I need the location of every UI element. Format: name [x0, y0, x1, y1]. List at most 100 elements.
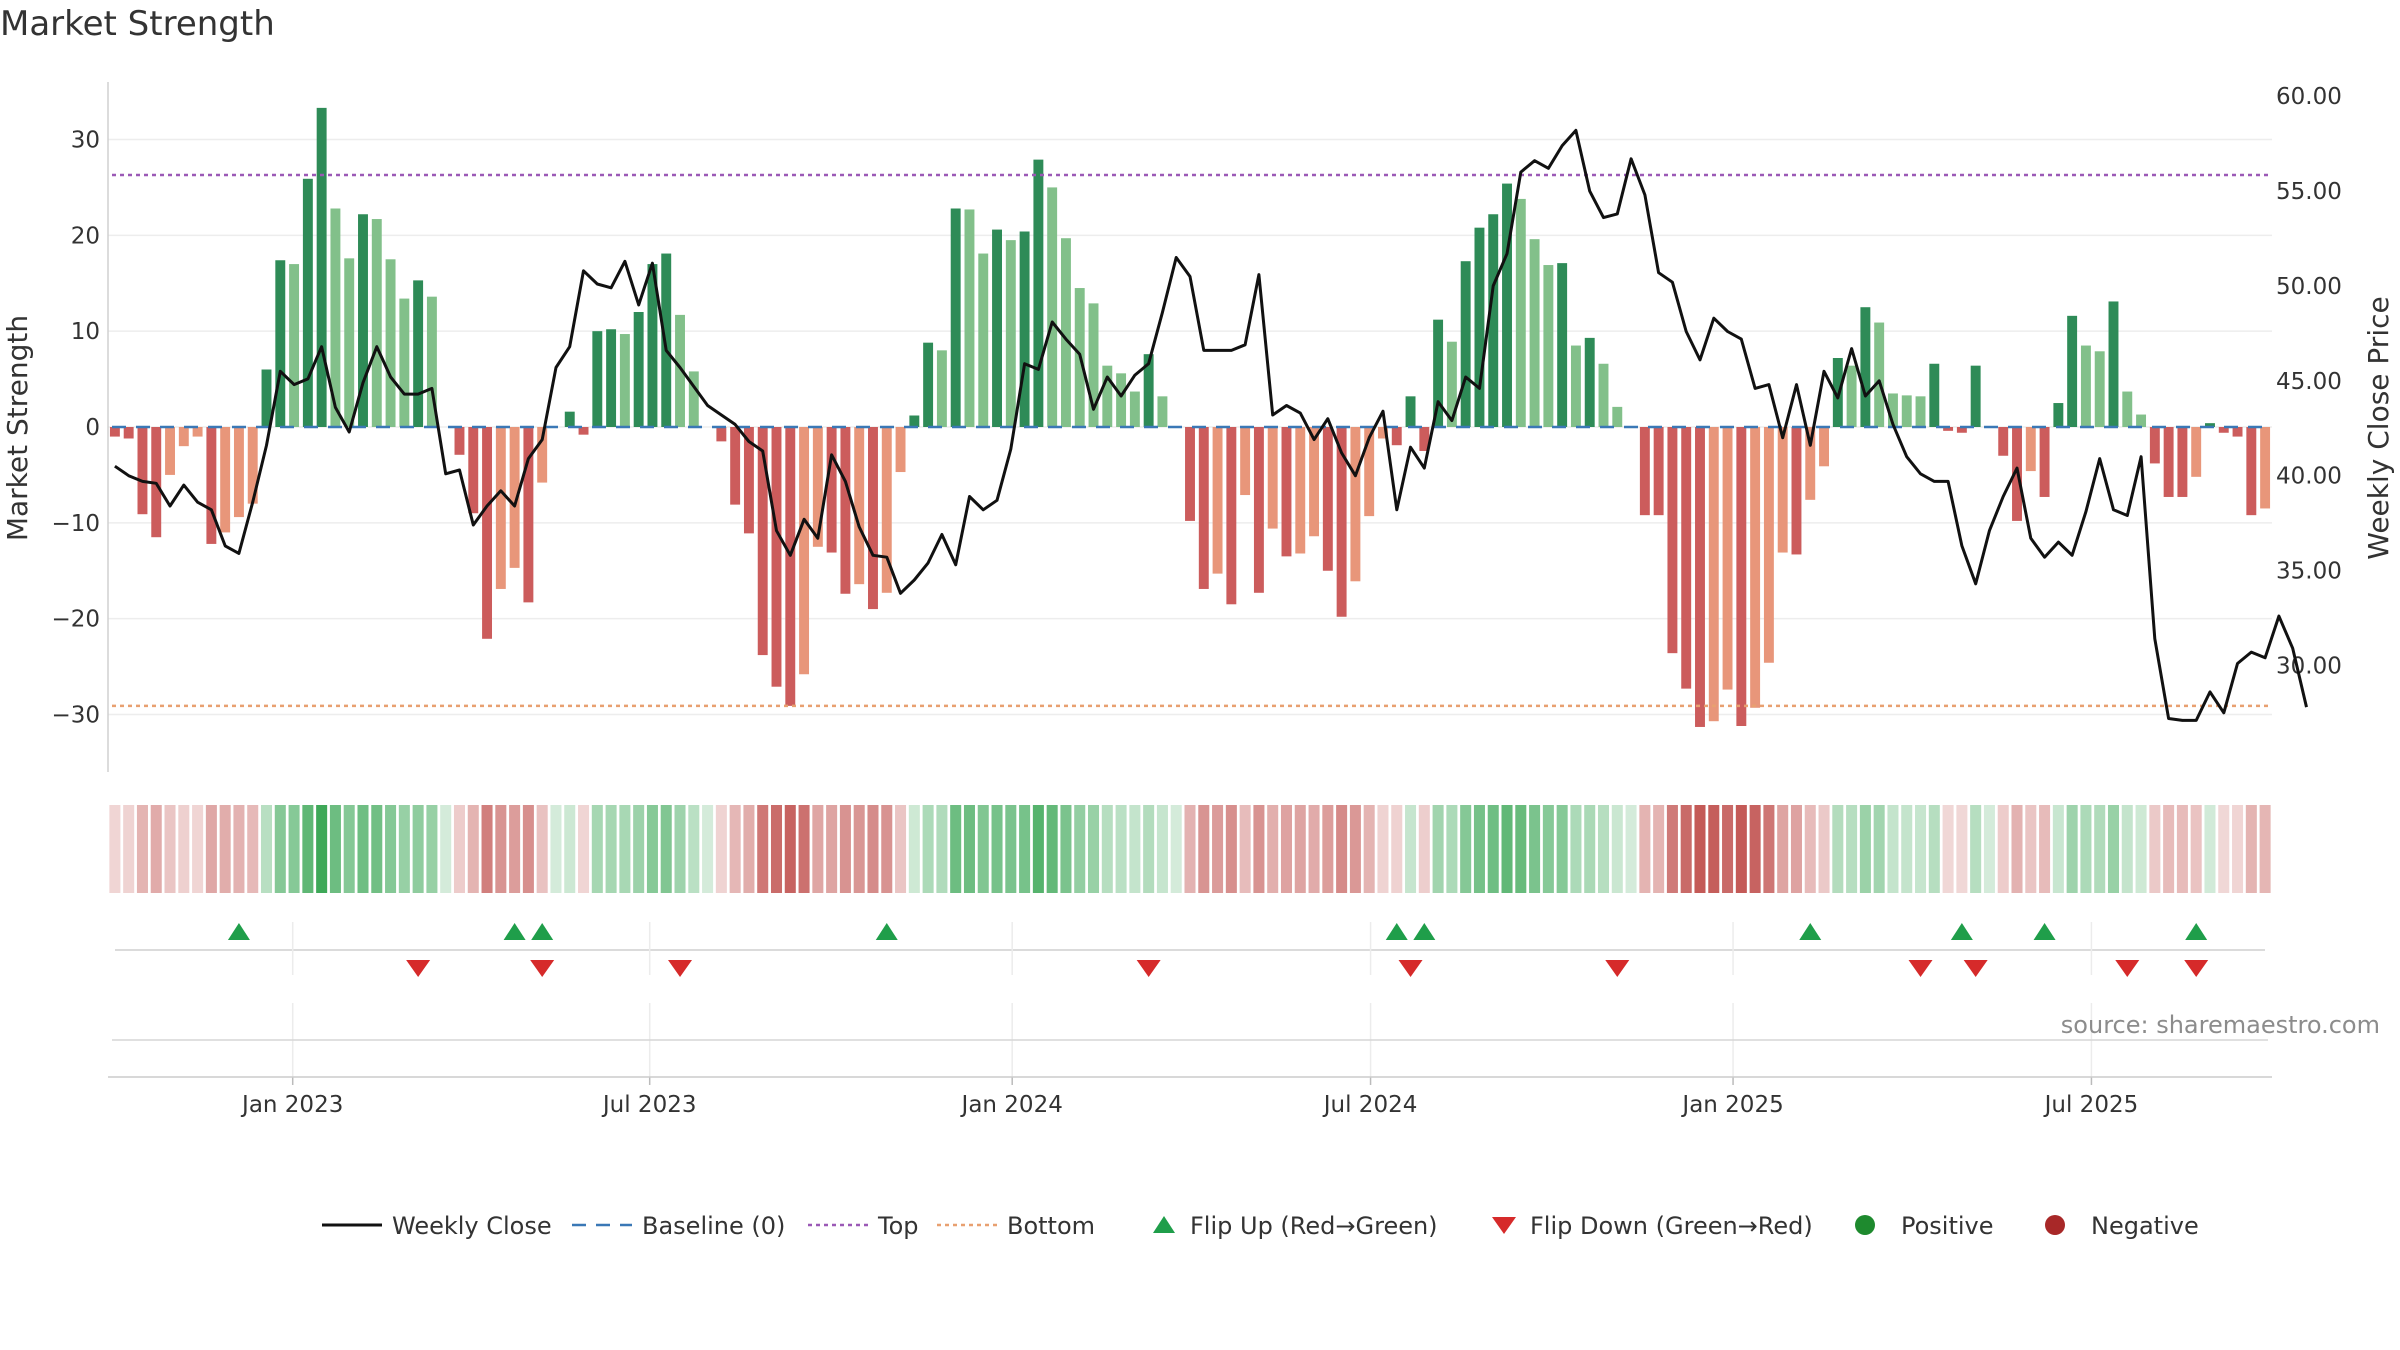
flip-up-marker [503, 923, 526, 940]
heat-cell [991, 805, 1003, 893]
heat-cell [1184, 805, 1196, 893]
heat-cell [977, 805, 989, 893]
flip-down-marker [2115, 960, 2140, 977]
heat-cell [1997, 805, 2009, 893]
heat-cell [1060, 805, 1072, 893]
heat-cell [1156, 805, 1168, 893]
heat-cell [702, 805, 714, 893]
heat-cell [1487, 805, 1499, 893]
strength-bar [2232, 427, 2243, 437]
strength-bar [1433, 319, 1444, 427]
strength-bar [1446, 341, 1457, 427]
strength-bar [1364, 427, 1375, 517]
heat-cell [2039, 805, 2051, 893]
strength-bar [1281, 427, 1292, 557]
heat-cell [1074, 805, 1086, 893]
heat-cell [357, 805, 369, 893]
strength-bar [633, 312, 644, 427]
strength-bar [812, 427, 823, 547]
heat-cell [1019, 805, 1031, 893]
strength-bar [1819, 427, 1830, 467]
strength-bar [1350, 427, 1361, 582]
strength-bar [385, 259, 396, 427]
strength-bar [220, 427, 231, 533]
strength-bar [2122, 391, 2133, 427]
flip-down-marker [1398, 960, 1423, 977]
chart-title: Market Strength [0, 4, 275, 44]
strength-bar [2094, 351, 2105, 427]
strength-bar [1763, 427, 1774, 663]
strength-bar [2053, 403, 2064, 427]
heat-cell [1584, 805, 1596, 893]
strength-bar [785, 427, 796, 706]
strength-bar [1157, 396, 1168, 427]
strength-bar [1653, 427, 1664, 516]
strength-bar [950, 208, 961, 427]
heat-cell [1942, 805, 1954, 893]
heat-cell [1322, 805, 1334, 893]
flip-up-marker [1950, 923, 1973, 940]
flip-up-marker [227, 923, 250, 940]
heat-cell [798, 805, 810, 893]
heat-cell [2011, 805, 2023, 893]
strength-bar [206, 427, 217, 544]
legend-swatch-flip-up [1153, 1216, 1175, 1233]
strength-bar [619, 334, 630, 427]
heat-cell [2066, 805, 2078, 893]
heat-cell [1970, 805, 1982, 893]
heat-cell [660, 805, 672, 893]
strength-bar [509, 427, 520, 568]
heat-cell [1846, 805, 1858, 893]
strength-bar [2191, 427, 2202, 477]
heat-cell [633, 805, 645, 893]
xtick-label: Jan 2024 [960, 1092, 1063, 1118]
heat-cell [757, 805, 769, 893]
flip-up-marker [2185, 923, 2208, 940]
strength-bar [233, 427, 244, 518]
heat-cell [453, 805, 465, 893]
strength-bar [523, 427, 534, 603]
strength-bar [302, 178, 313, 427]
heat-cell [109, 805, 121, 893]
heat-cell [1336, 805, 1348, 893]
heat-cell [1143, 805, 1155, 893]
heat-cell [123, 805, 135, 893]
strength-bar [1088, 303, 1099, 427]
strength-bar [454, 427, 465, 455]
strength-bar [1557, 263, 1568, 427]
heat-cell [839, 805, 851, 893]
heat-cell [770, 805, 783, 893]
strength-bar [2163, 427, 2174, 497]
strength-bar [1129, 391, 1140, 427]
strength-bar [1391, 427, 1402, 446]
flip-down-marker [530, 960, 555, 977]
strength-bar [289, 264, 300, 427]
xtick-label: Jul 2023 [601, 1092, 697, 1118]
heat-cell [522, 805, 534, 893]
legend-item-label: Negative [2091, 1212, 2199, 1240]
strength-bar [2246, 427, 2257, 516]
strength-bar [909, 415, 920, 427]
heat-cell [1680, 805, 1692, 893]
heat-cell [2176, 805, 2188, 893]
ytick-left-label: 10 [71, 319, 100, 345]
heat-cell [1832, 805, 1844, 893]
strength-bar [799, 427, 810, 675]
strength-bar [730, 427, 741, 505]
heat-cell [1804, 805, 1816, 893]
heat-cell [2232, 805, 2244, 893]
heat-cell [1983, 805, 1995, 893]
strength-bar [743, 427, 754, 534]
flip-down-marker [1605, 960, 1630, 977]
heat-cell [2052, 805, 2064, 893]
strength-bar [606, 329, 617, 427]
strength-bar [1474, 227, 1485, 427]
heat-cell [743, 805, 755, 893]
heat-cell [509, 805, 521, 893]
strength-bar [495, 427, 506, 589]
heat-cell [1473, 805, 1485, 893]
strength-bar [923, 342, 934, 427]
heat-cell [2245, 805, 2257, 893]
heat-cell [564, 805, 576, 893]
